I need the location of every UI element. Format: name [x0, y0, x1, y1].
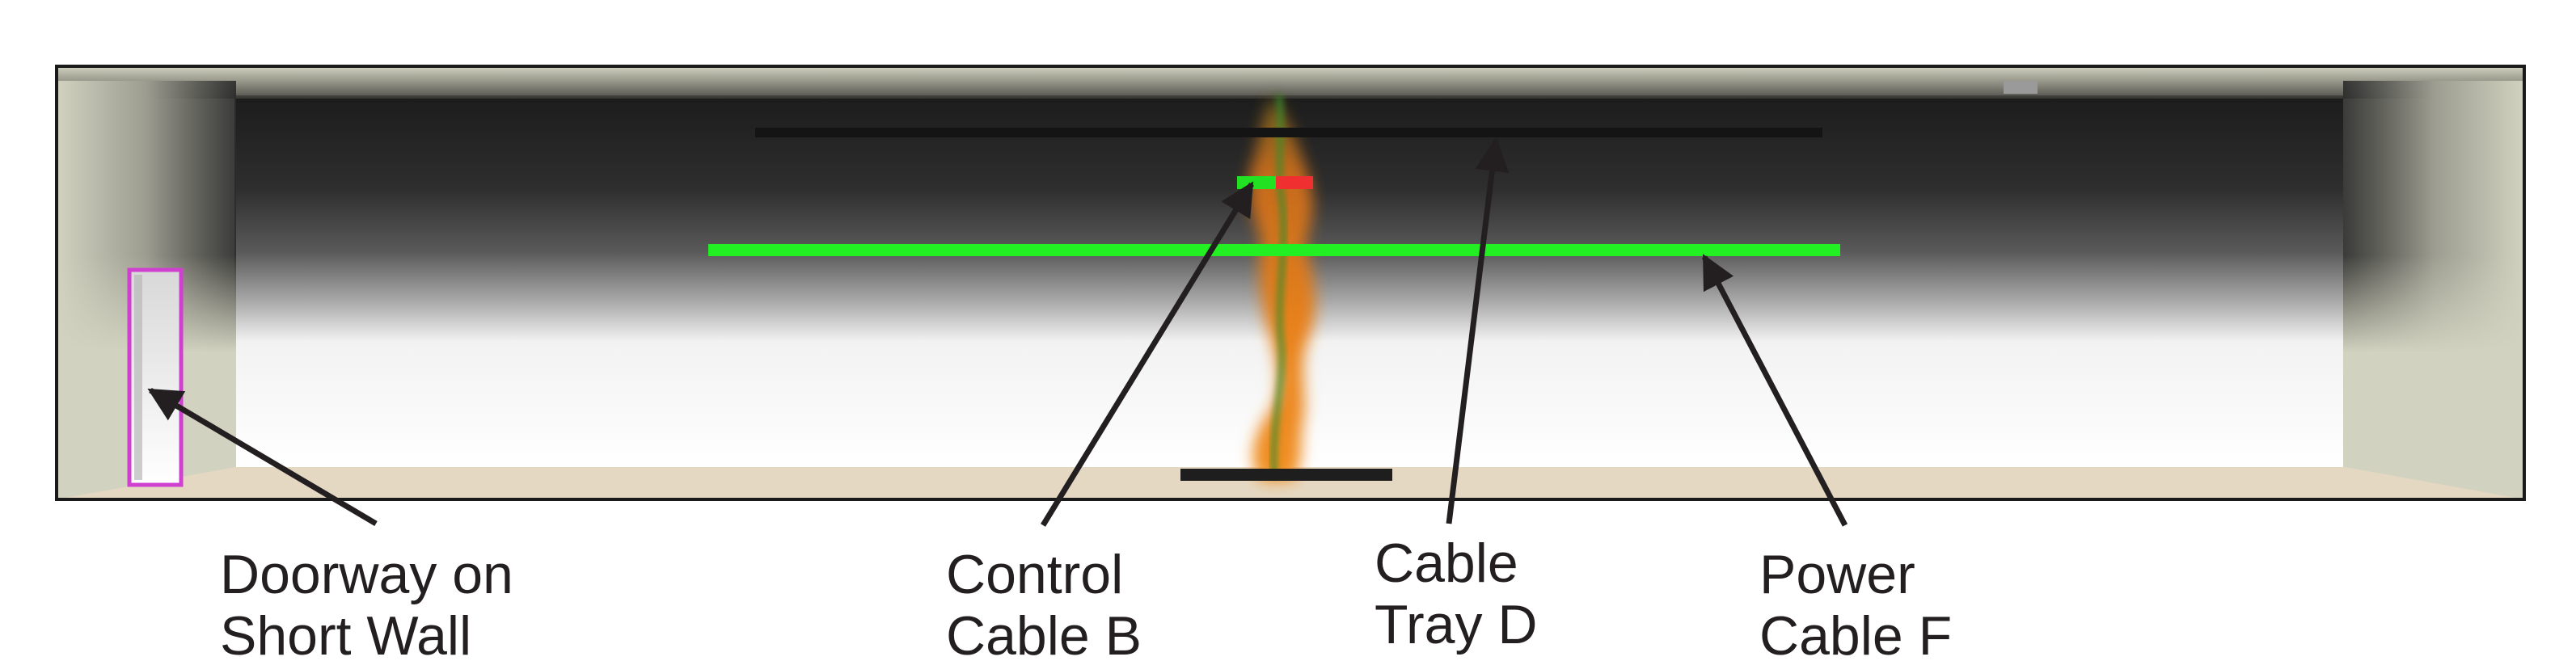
arrow-control-cable: [1041, 181, 1254, 527]
fire-plume: [1248, 95, 1315, 481]
label-power-cable-line2: Cable F: [1759, 605, 1952, 661]
label-control-cable: Control Cable B: [946, 544, 1142, 661]
label-cable-tray-line1: Cable: [1375, 533, 1518, 594]
leader-arrows: [147, 137, 1848, 527]
label-doorway: Doorway on Short Wall: [220, 544, 529, 661]
doorway-shadow: [134, 275, 142, 480]
label-doorway-line1: Doorway on: [220, 544, 513, 605]
right-wall-lower: [2343, 81, 2524, 469]
arrow-power-cable: [1701, 254, 1848, 527]
label-control-cable-line2: Cable B: [946, 605, 1142, 661]
floor: [57, 467, 2524, 499]
control-cable-red-segment: [1276, 176, 1313, 189]
arrow-doorway: [147, 387, 378, 527]
label-doorway-line2: Short Wall: [220, 605, 471, 661]
fire-core: [1270, 95, 1287, 478]
label-power-cable-line1: Power: [1759, 544, 1915, 605]
label-control-cable-line1: Control: [946, 544, 1123, 605]
cable-tray-d: [755, 128, 1822, 137]
doorway: [127, 267, 184, 487]
label-cable-tray-line2: Tray D: [1375, 594, 1537, 655]
control-cable-green-segment: [1237, 176, 1276, 189]
label-cable-tray: Cable Tray D: [1375, 533, 1537, 655]
arrow-cable-tray: [1446, 137, 1510, 524]
ceiling-vent: [2004, 81, 2038, 94]
ceiling-shade: [57, 66, 2524, 99]
burner: [1180, 469, 1392, 481]
power-cable-f: [708, 244, 1840, 256]
label-power-cable: Power Cable F: [1759, 544, 1952, 661]
compartment-outline: [55, 65, 2526, 501]
